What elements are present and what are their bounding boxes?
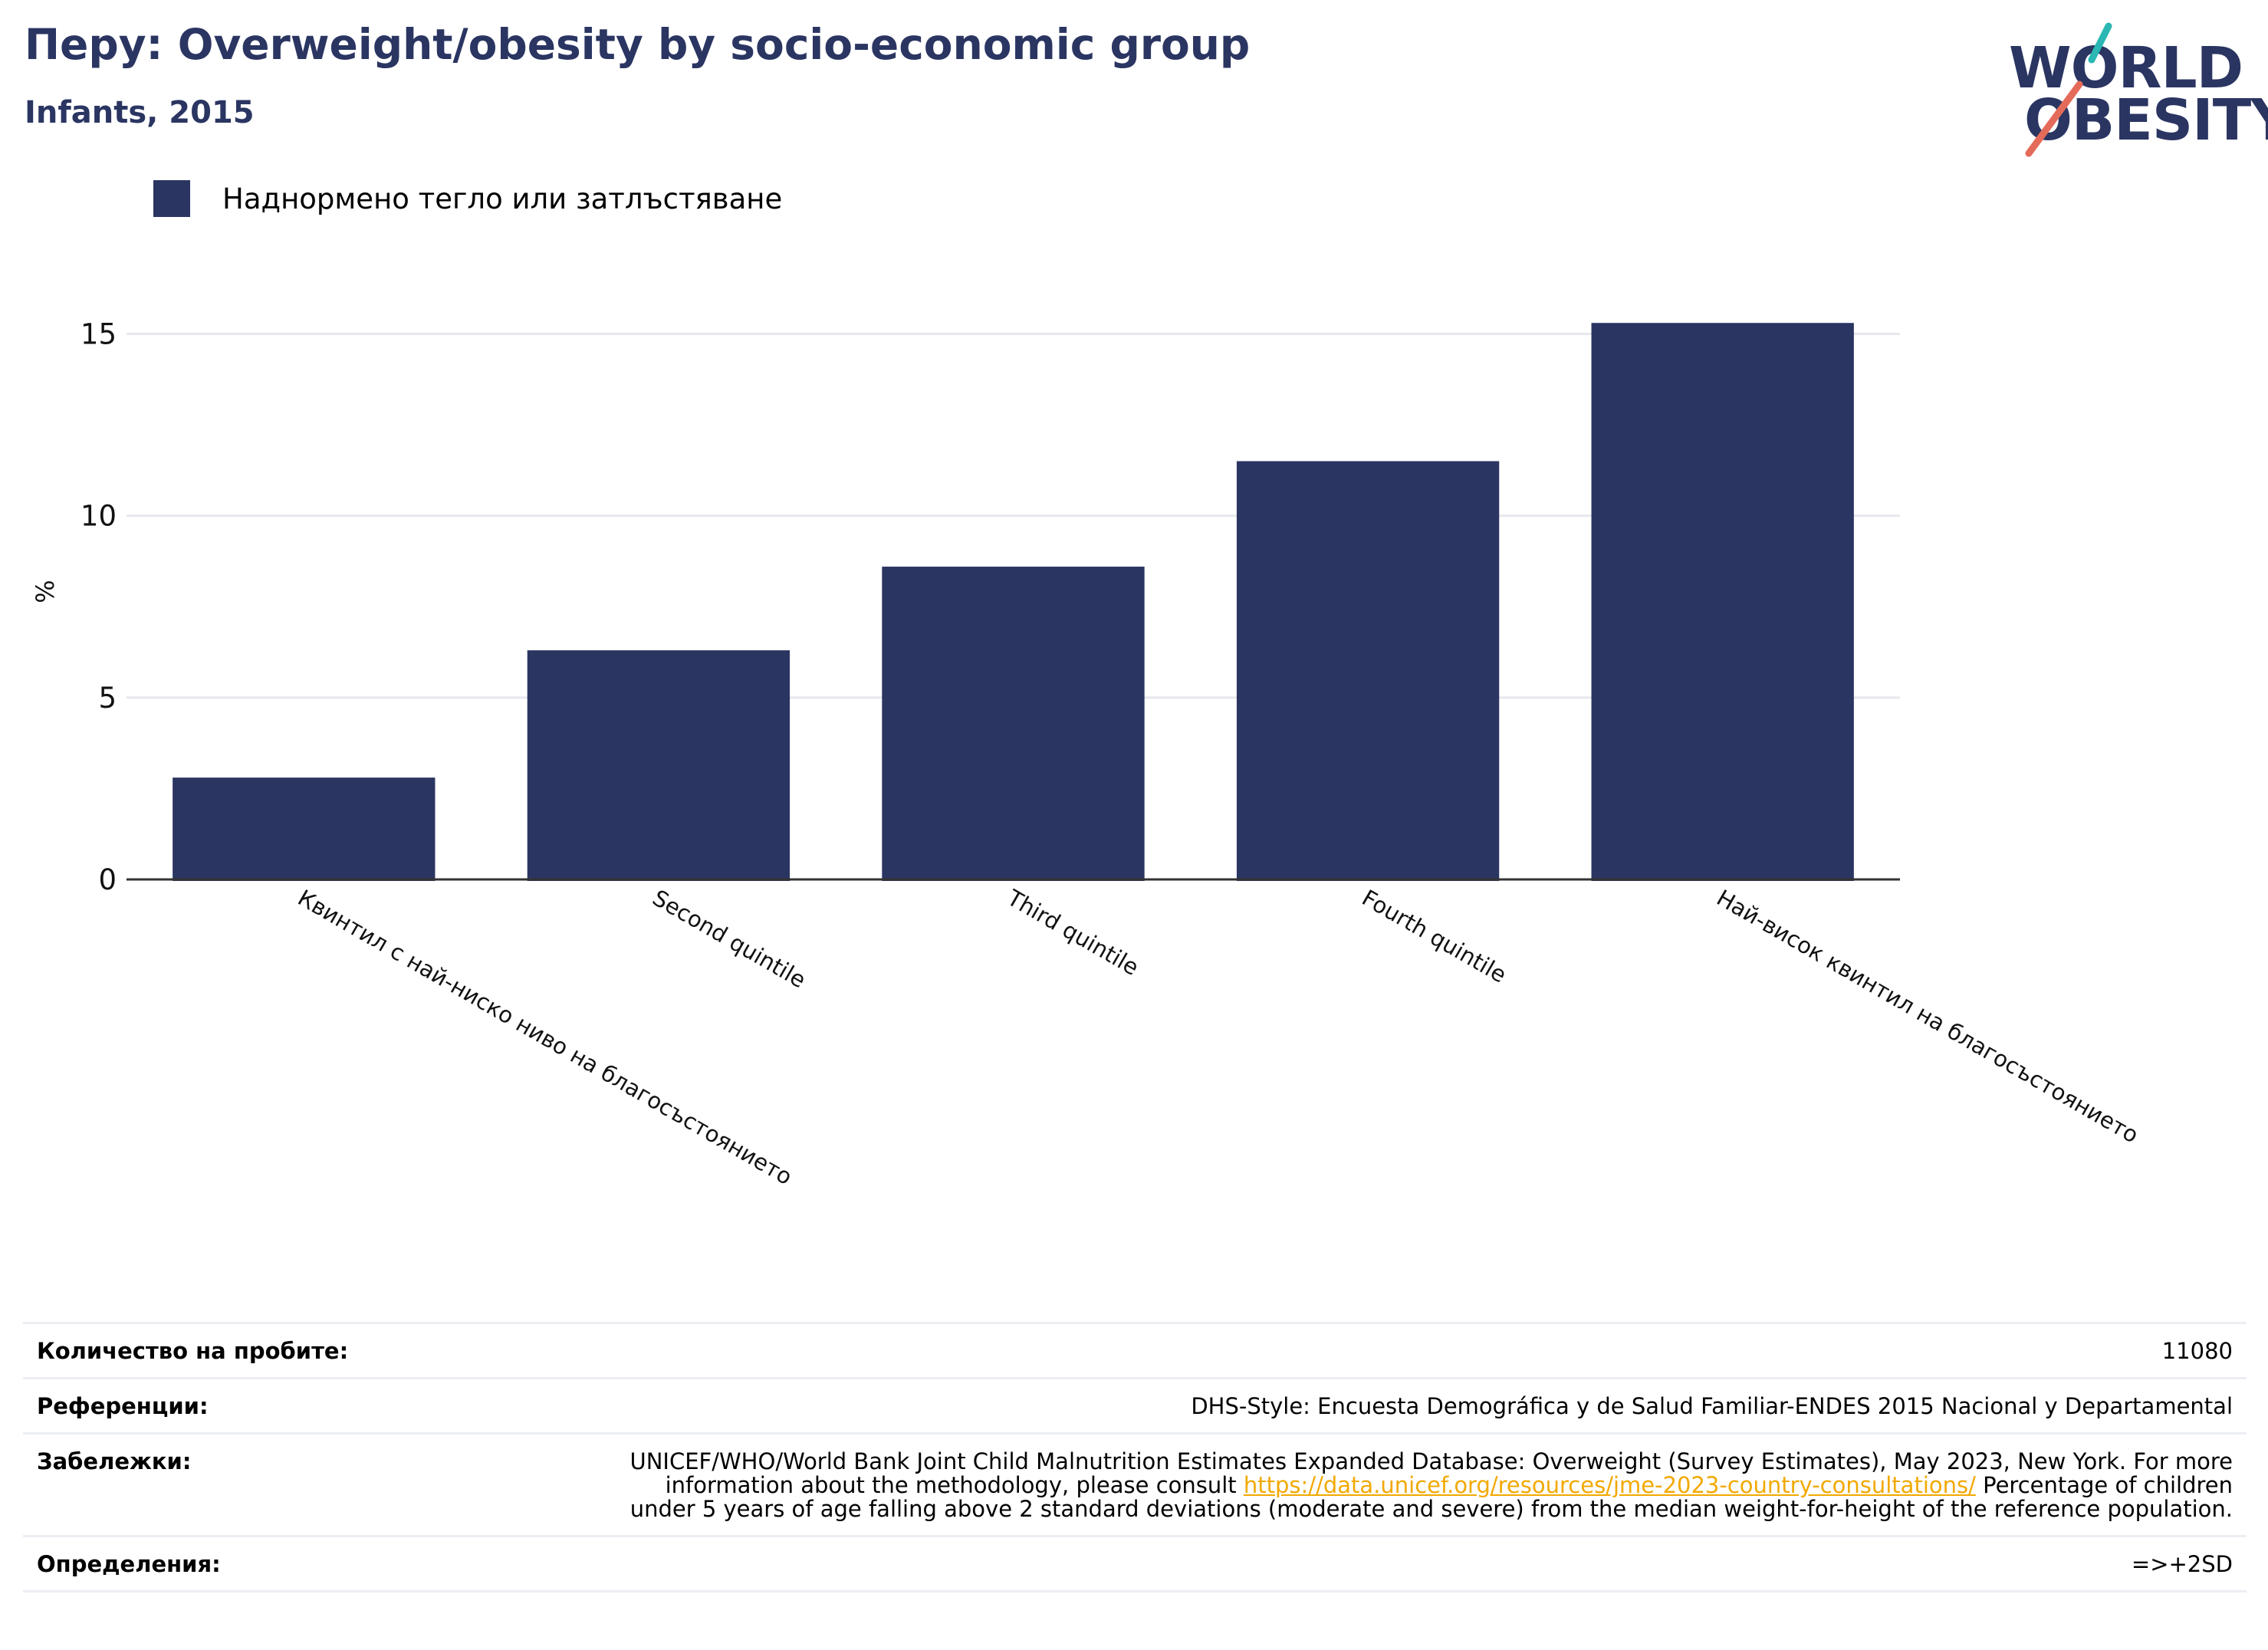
chart-legend[interactable]: Наднормено тегло или затлъстяване: [153, 179, 782, 219]
bar: [527, 650, 791, 881]
references-value: DHS-Style: Encuesta Demográfica y de Sal…: [1191, 1393, 2233, 1419]
notes-text-2: Percentage of children under 5 years of …: [629, 1472, 2233, 1522]
info-table: Количество на пробите: 11080 Референции:…: [23, 1322, 2247, 1592]
bar: [1591, 323, 1854, 881]
logo-slash-icon: [2025, 22, 2112, 157]
sample-size-label: Количество на пробите:: [37, 1338, 349, 1364]
x-tick-label: Fourth quintile: [1358, 885, 1511, 988]
references-label: Референции:: [37, 1393, 209, 1419]
x-tick-label: Third quintile: [1002, 884, 1143, 981]
y-tick-label: 0: [98, 863, 117, 896]
y-axis-title: %: [31, 580, 60, 603]
notes-link[interactable]: https://data.unicef.org/resources/jme-20…: [1243, 1472, 1976, 1498]
bar: [882, 567, 1145, 881]
notes-text-1: UNICEF/WHO/World Bank Joint Child Malnut…: [629, 1448, 2233, 1498]
bar: [1236, 461, 1500, 881]
sample-size-value: 11080: [2161, 1338, 2233, 1364]
info-row-notes: Забележки: UNICEF/WHO/World Bank Joint C…: [23, 1435, 2247, 1537]
y-tick-label: 15: [81, 317, 117, 350]
y-tick-label: 5: [98, 682, 117, 715]
chart-subtitle: Infants, 2015: [25, 95, 255, 130]
world-obesity-logo: WORLD OBESITY: [1994, 21, 2268, 159]
info-row-references: Референции: DHS-Style: Encuesta Demográf…: [23, 1379, 2247, 1435]
y-tick-label: 10: [81, 500, 117, 533]
x-tick-label: Най-висок квинтил на благосъстоянието: [1712, 885, 2143, 1149]
notes-value: UNICEF/WHO/World Bank Joint Child Malnut…: [623, 1450, 2233, 1521]
info-row-definitions: Определения: =>+2SD: [23, 1537, 2247, 1592]
info-row-sample-size: Количество на пробите: 11080: [23, 1324, 2247, 1379]
legend-label: Наднормено тегло или затлъстяване: [222, 182, 783, 215]
logo-line-1: WORLD: [2009, 35, 2243, 101]
definitions-value: =>+2SD: [2131, 1551, 2233, 1577]
notes-label: Забележки:: [37, 1448, 192, 1474]
definitions-label: Определения:: [37, 1551, 221, 1577]
chart-title: Перу: Overweight/obesity by socio-econom…: [25, 20, 1251, 69]
x-tick-label: Second quintile: [648, 885, 810, 994]
legend-swatch: [153, 180, 190, 217]
bar: [173, 777, 436, 881]
